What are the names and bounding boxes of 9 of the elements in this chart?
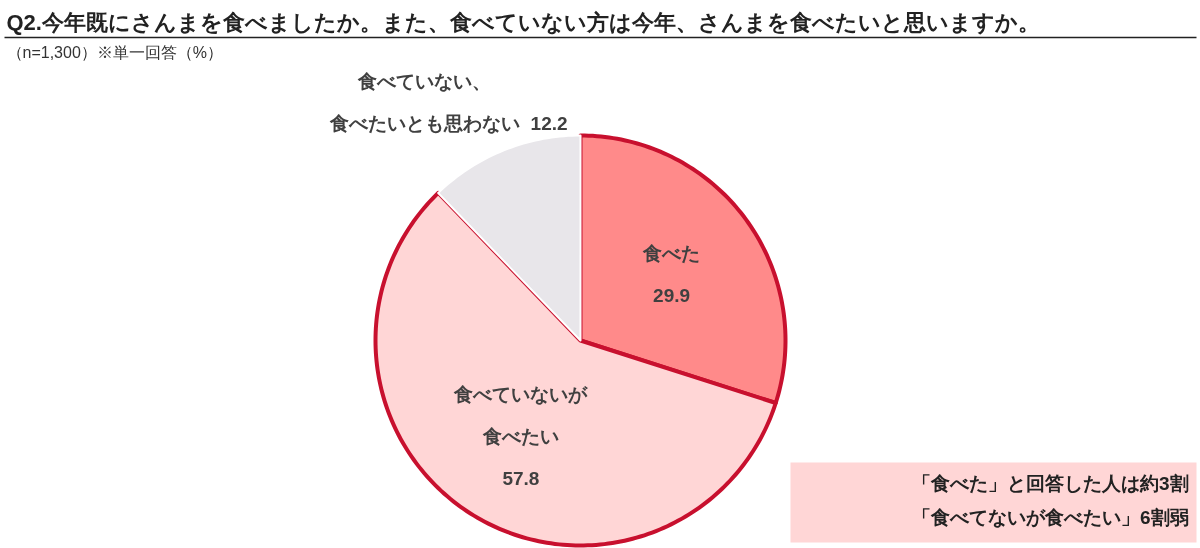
chart-title: Q2.今年既にさんまを食べましたか。また、食べていない方は今年、さんまを食べたいと思いますか。 bbox=[6, 10, 1040, 35]
text: 「食べた」と回答した人は約3割「食べてないが食べたい」6割弱 bbox=[911, 473, 1189, 528]
data-label: 57.8 bbox=[502, 467, 540, 489]
slice-label: 食べていないが食べたい bbox=[453, 383, 589, 447]
slice-label: 食べていない、食べたいとも思わない bbox=[328, 71, 520, 135]
data-label: 29.9 bbox=[653, 284, 691, 306]
data-label: 12.2 bbox=[530, 113, 568, 135]
slice-label: 食べた bbox=[642, 242, 701, 264]
text: （n=1,300）※単一回答（%） bbox=[6, 44, 224, 61]
